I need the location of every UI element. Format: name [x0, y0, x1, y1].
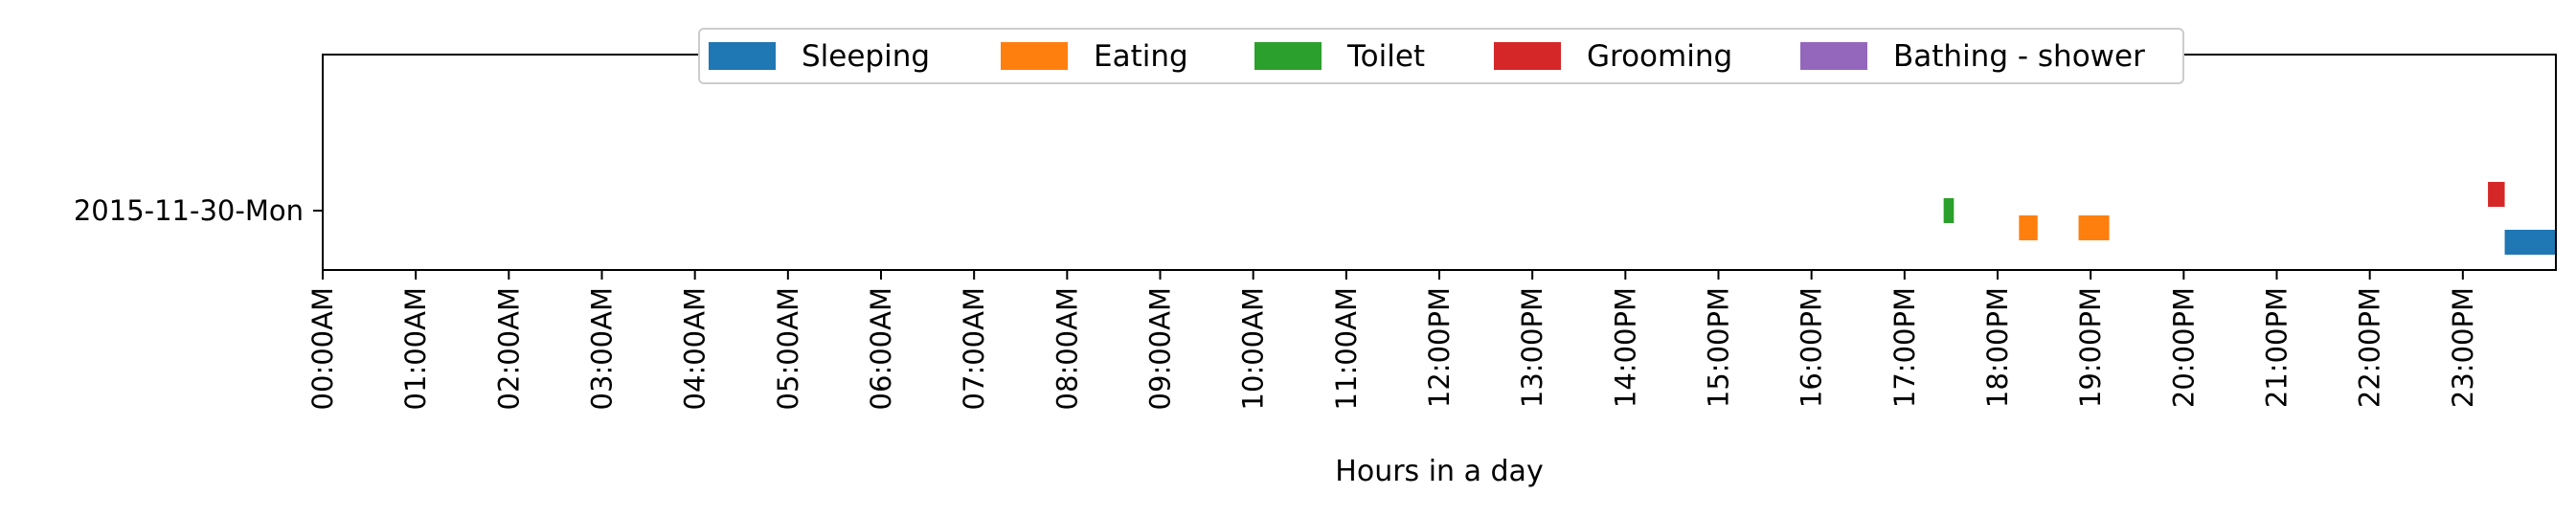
legend-label: Grooming [1587, 39, 1732, 74]
x-tick-label: 07:00AM [958, 287, 990, 410]
bar-eating-1 [2078, 215, 2110, 240]
legend-label: Eating [1094, 39, 1188, 74]
legend-swatch-bathing-shower [1800, 42, 1867, 70]
x-tick-label: 06:00AM [865, 287, 897, 410]
x-tick-label: 17:00PM [1888, 287, 1921, 408]
x-tick-label: 11:00AM [1330, 287, 1363, 410]
x-axis-label: Hours in a day [1335, 455, 1543, 488]
x-tick-label: 03:00AM [586, 287, 619, 410]
x-axis-ticks: 00:00AM 01:00AM 02:00AM 03:00AM 04:00AM 05:00… [306, 270, 2479, 410]
x-tick-label: 15:00PM [1703, 287, 1735, 408]
x-tick-label: 22:00PM [2354, 287, 2386, 408]
legend-label: Toilet [1346, 39, 1425, 74]
x-tick-label: 23:00PM [2447, 287, 2479, 408]
x-tick-label: 05:00AM [772, 287, 804, 410]
x-tick-label: 21:00PM [2261, 287, 2294, 408]
x-tick-label: 01:00AM [399, 287, 432, 410]
x-tick-label: 14:00PM [1609, 287, 1641, 408]
x-tick-label: 08:00AM [1051, 287, 1083, 410]
x-tick-label: 02:00AM [492, 287, 525, 410]
x-tick-label: 13:00PM [1516, 287, 1548, 408]
y-axis-ticks: 2015-11-30-Mon [74, 194, 323, 227]
x-tick-label: 20:00PM [2167, 287, 2200, 408]
x-tick-label: 04:00AM [679, 287, 712, 410]
y-tick-label: 2015-11-30-Mon [74, 194, 304, 227]
plot-frame [322, 54, 2557, 271]
legend-swatch-eating [1001, 42, 1068, 70]
x-tick-label: 00:00AM [306, 287, 339, 410]
legend-label: Bathing - shower [1893, 39, 2145, 74]
x-tick-label: 16:00PM [1796, 287, 1828, 408]
x-tick-label: 09:00AM [1144, 287, 1177, 410]
legend-swatch-sleeping [709, 42, 776, 70]
bar-grooming-0 [2488, 182, 2505, 207]
legend-swatch-toilet [1254, 42, 1322, 70]
activity-bars [1943, 182, 2556, 255]
legend-label: Sleeping [802, 39, 930, 74]
x-tick-label: 10:00AM [1237, 287, 1270, 410]
x-tick-label: 12:00PM [1423, 287, 1456, 408]
bar-eating-0 [2019, 215, 2038, 240]
legend-swatch-grooming [1494, 42, 1561, 70]
x-tick-label: 18:00PM [1981, 287, 2014, 408]
x-tick-label: 19:00PM [2074, 287, 2107, 408]
bar-toilet-0 [1943, 198, 1955, 223]
legend: Sleeping Eating Toilet Grooming Bathing - sh… [698, 28, 2184, 84]
bar-sleeping-0 [2504, 230, 2556, 255]
